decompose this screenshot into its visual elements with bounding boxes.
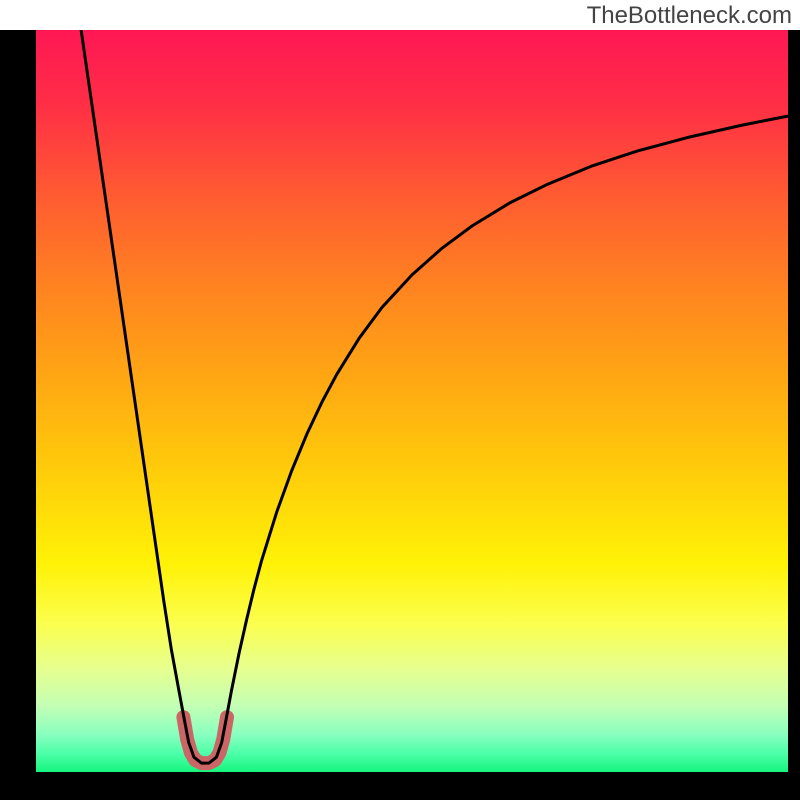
border-left: [0, 0, 36, 800]
plot-area: [36, 30, 788, 772]
chart-container: TheBottleneck.com: [0, 0, 800, 800]
bottleneck-curve: [81, 30, 788, 763]
border-bottom: [0, 772, 800, 800]
border-right: [788, 0, 800, 800]
watermark-text: TheBottleneck.com: [587, 2, 792, 30]
highlight-segment: [183, 717, 227, 763]
curve-layer: [36, 30, 788, 772]
